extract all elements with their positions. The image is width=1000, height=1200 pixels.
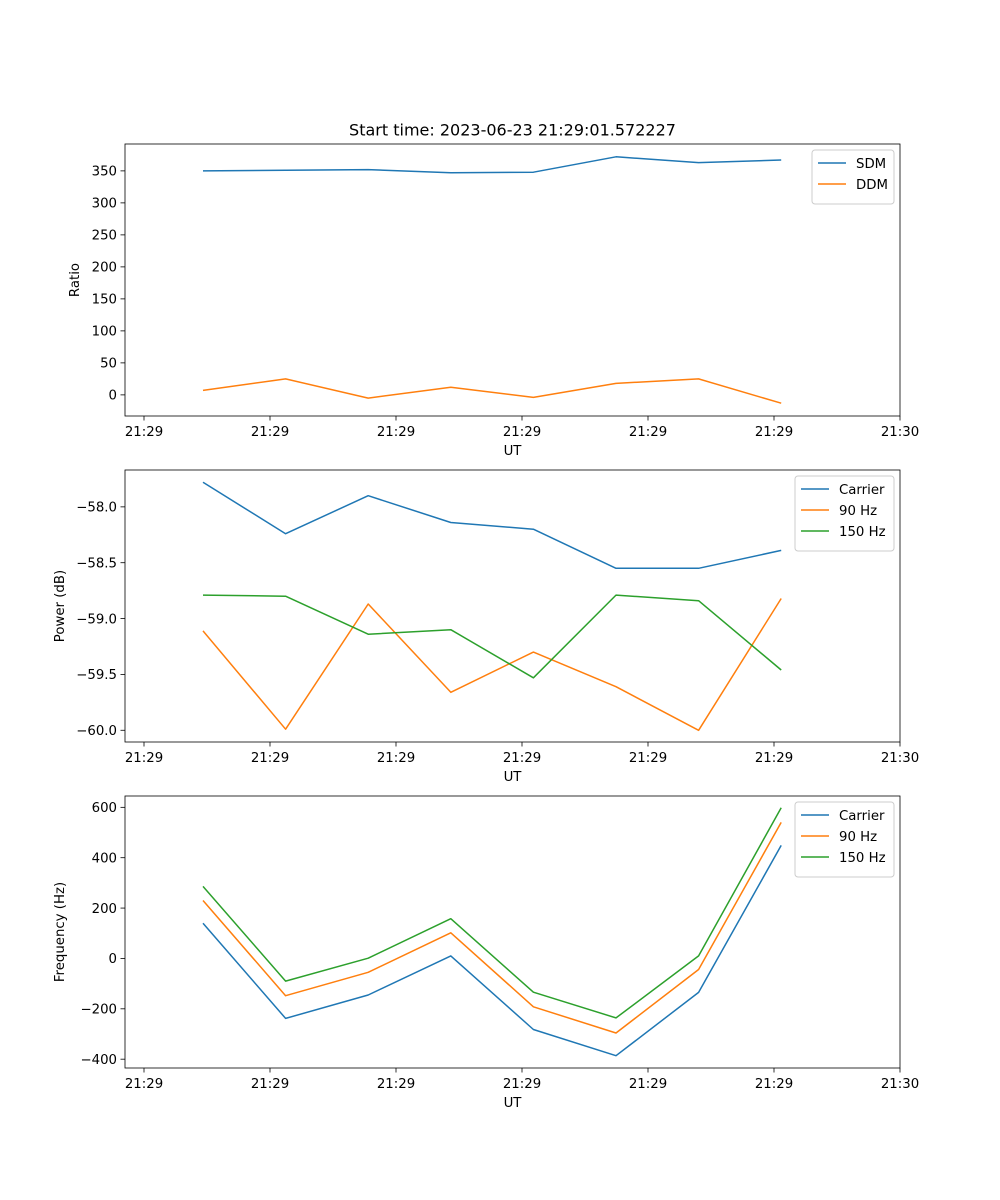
plot-frame xyxy=(124,469,901,743)
y-tick-label: −59.5 xyxy=(76,668,117,683)
x-tick-label: 21:29 xyxy=(125,751,163,766)
y-tick-label: −400 xyxy=(80,1053,117,1068)
legend-label: 90 Hz xyxy=(839,830,877,845)
series-line-90-hz xyxy=(202,598,782,732)
legend-label: DDM xyxy=(856,178,888,193)
y-tick-label: 0 xyxy=(109,389,117,404)
y-axis-label: Frequency (Hz) xyxy=(53,882,68,982)
y-tick-label: 250 xyxy=(92,229,117,244)
x-tick-label: 21:29 xyxy=(251,1077,289,1092)
x-tick-label: 21:29 xyxy=(629,1077,667,1092)
x-tick-label: 21:29 xyxy=(125,425,163,440)
legend-label: 90 Hz xyxy=(839,504,877,519)
subplots: 21:29 21:29 21:29 21:29 21:29 21:29 21:30 UT 0 50… xyxy=(53,143,919,1111)
series-line-90-hz xyxy=(202,822,782,1034)
x-tick-label: 21:29 xyxy=(755,751,793,766)
y-tick-label: −59.0 xyxy=(76,612,117,627)
x-tick-label: 21:29 xyxy=(629,425,667,440)
y-tick-label: 0 xyxy=(109,952,117,967)
x-tick-label: 21:29 xyxy=(503,751,541,766)
x-tick-label: 21:30 xyxy=(881,425,919,440)
plot-frame xyxy=(124,143,901,417)
y-tick-label: 350 xyxy=(92,165,117,180)
y-tick-label: 600 xyxy=(92,801,117,816)
series-line-carrier xyxy=(202,481,782,570)
x-tick-label: 21:30 xyxy=(881,1077,919,1092)
x-tick-label: 21:29 xyxy=(377,751,415,766)
y-tick-label: 50 xyxy=(100,357,117,372)
y-tick-label: 200 xyxy=(92,261,117,276)
legend-label: SDM xyxy=(856,157,886,172)
plot-frame xyxy=(124,795,901,1069)
subplot-power: 21:29 21:29 21:29 21:29 21:29 21:29 21:30 UT −60… xyxy=(53,469,919,785)
y-tick-label: −58.5 xyxy=(76,556,117,571)
legend: Carrier 90 Hz 150 Hz xyxy=(794,801,895,878)
y-tick-label: −60.0 xyxy=(76,724,117,739)
subplot-frequency: 21:29 21:29 21:29 21:29 21:29 21:29 21:30 UT −40… xyxy=(53,795,919,1111)
x-tick-label: 21:29 xyxy=(377,1077,415,1092)
y-tick-label: 400 xyxy=(92,851,117,866)
series-line-ddm xyxy=(202,378,782,404)
x-tick-label: 21:29 xyxy=(377,425,415,440)
y-tick-label: 100 xyxy=(92,325,117,340)
x-tick-label: 21:29 xyxy=(125,1077,163,1092)
legend-label: 150 Hz xyxy=(839,525,886,540)
series-line-carrier xyxy=(202,845,782,1057)
y-tick-label: −58.0 xyxy=(76,501,117,516)
x-tick-label: 21:29 xyxy=(503,425,541,440)
series-line-150-hz xyxy=(202,594,782,679)
y-tick-label: 300 xyxy=(92,197,117,212)
x-tick-label: 21:30 xyxy=(881,751,919,766)
y-axis-label: Ratio xyxy=(68,263,83,297)
y-tick-label: −200 xyxy=(80,1003,117,1018)
series-line-sdm xyxy=(202,156,782,174)
legend-label: 150 Hz xyxy=(839,851,886,866)
y-tick-label: 200 xyxy=(92,902,117,917)
legend-label: Carrier xyxy=(839,809,885,824)
x-axis-label: UT xyxy=(504,1096,523,1111)
y-tick-label: 150 xyxy=(92,293,117,308)
x-tick-label: 21:29 xyxy=(503,1077,541,1092)
chart-title: Start time: 2023-06-23 21:29:01.572227 xyxy=(349,121,676,140)
legend-box xyxy=(794,801,895,878)
series-line-150-hz xyxy=(202,807,782,1019)
x-tick-label: 21:29 xyxy=(251,425,289,440)
x-tick-label: 21:29 xyxy=(629,751,667,766)
y-axis-label: Power (dB) xyxy=(53,570,68,642)
legend: Carrier 90 Hz 150 Hz xyxy=(794,475,895,552)
legend: SDM DDM xyxy=(811,149,895,205)
x-axis-label: UT xyxy=(504,444,523,459)
x-tick-label: 21:29 xyxy=(755,425,793,440)
x-axis-label: UT xyxy=(504,770,523,785)
legend-box xyxy=(794,475,895,552)
subplot-ratio: 21:29 21:29 21:29 21:29 21:29 21:29 21:30 UT 0 50… xyxy=(68,143,919,459)
legend-label: Carrier xyxy=(839,483,885,498)
x-tick-label: 21:29 xyxy=(755,1077,793,1092)
x-tick-label: 21:29 xyxy=(251,751,289,766)
